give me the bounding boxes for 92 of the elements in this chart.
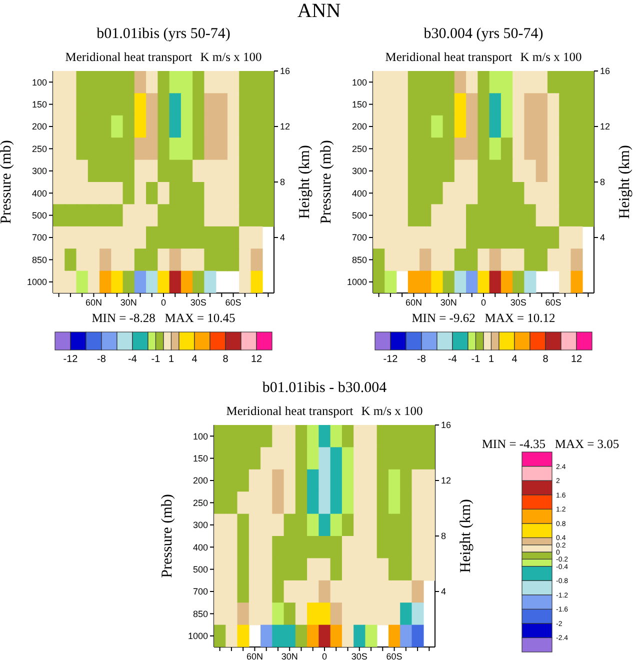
y-tick-label: 150 [32,99,47,110]
color-bar-label: -8 [97,354,106,365]
color-bar-label: 12 [250,354,262,365]
text: K m/s x 100 [361,404,423,418]
x-tick-label: 30S [510,297,526,308]
x-tick-label: 60S [386,651,402,662]
y2-axis-title: Height (km) [457,498,475,575]
text: K m/s x 100 [200,50,262,64]
y-tick-label: 300 [352,166,367,176]
chart-subtitle: Meridional heat transport [65,50,192,64]
y2-tick-label: 16 [441,420,452,430]
y2-tick-label: 16 [600,66,610,76]
y-tick-label: 100 [32,77,47,88]
x-tick-label: 60N [405,297,422,308]
y2-tick-label: 4 [600,232,606,243]
y-tick-label: 400 [352,188,367,198]
y-tick-label: 250 [32,144,47,154]
x-tick-label: 60S [545,297,562,308]
y-tick-label: 850 [352,254,367,265]
x-tick-label: 30S [190,297,206,308]
y-tick-label: 150 [352,99,367,110]
chart-subtitle: Meridional heat transport [385,50,512,64]
chart-subtitle: Meridional heat transport [226,404,354,418]
y2-tick-label: 8 [280,177,286,188]
y-tick-label: 500 [352,210,367,220]
color-bar-label: 8 [222,354,229,365]
y2-tick-label: 12 [441,476,452,486]
text: MIN = -8.28 MAX = 10.45 [90,311,236,326]
y-tick-label: 300 [192,520,208,530]
color-bar-label: 1 [488,354,494,365]
y-axis-title: Pressure (mb) [318,140,334,224]
y-tick-label: 1000 [346,277,367,288]
x-tick-label: 30S [351,651,368,662]
y-tick-label: 700 [352,232,367,243]
y-tick-label: 200 [352,122,367,132]
y-tick-label: 1000 [188,631,208,642]
y2-tick-label: 4 [441,586,446,597]
chart-title: b01.01ibis - b30.004 [261,380,388,397]
chart-title: b01.01ibis (yrs 50-74) [96,26,232,43]
color-bar-label: -8 [417,354,426,365]
color-bar-label: -4 [448,354,458,365]
chart-title: b30.004 (yrs 50-74) [422,26,544,43]
x-tick-label: 60N [85,297,102,308]
y-tick-label: 1000 [26,277,47,288]
y2-tick-label: 12 [600,122,610,132]
color-bar-label: -12 [383,354,398,365]
y-tick-label: 200 [32,122,47,132]
x-tick-label: 60S [225,297,242,308]
y-tick-label: 400 [192,542,208,552]
y2-axis-title: Height (km) [616,144,634,221]
y-tick-label: 700 [192,586,208,597]
color-bar-label: -1 [471,354,481,365]
y-tick-label: 250 [192,498,208,508]
y2-tick-label: 12 [280,122,290,132]
y-tick-label: 150 [192,453,208,464]
y-tick-label: 500 [32,210,47,220]
x-tick-label: 60N [246,651,263,662]
y2-axis-title: Height (km) [296,144,314,221]
y-axis-title: Pressure (mb) [159,494,176,578]
y2-tick-label: 8 [441,531,446,542]
y-tick-label: 400 [32,188,47,198]
y-tick-label: 500 [192,564,208,574]
y2-tick-label: 8 [600,177,606,188]
x-tick-label: 30N [281,651,298,662]
y-tick-label: 300 [32,166,47,176]
y2-tick-label: 16 [280,66,290,76]
y2-tick-label: 4 [280,232,286,243]
text: ANN [296,0,342,23]
y-tick-label: 850 [192,608,208,619]
y-tick-label: 200 [192,476,208,486]
color-bar-label: -12 [63,354,78,365]
y-tick-label: 850 [32,254,47,265]
color-bar-label: 4 [192,354,198,365]
y-tick-label: 250 [352,144,367,154]
x-tick-label: 0 [322,651,328,662]
color-bar-label: 12 [570,354,582,365]
x-tick-label: 0 [160,297,166,308]
y-axis-title: Pressure (mb) [0,140,14,224]
color-bar-label: 1 [168,354,174,365]
y-tick-label: 700 [32,232,47,243]
color-bar-label: 8 [542,354,549,365]
x-tick-label: 30N [440,297,457,308]
x-tick-label: 0 [480,297,486,308]
y-tick-label: 100 [352,77,367,88]
text: MIN = -9.62 MAX = 10.12 [410,311,556,326]
x-tick-label: 30N [120,297,137,308]
color-bar-label: 4 [512,354,518,365]
color-bar-label: -1 [151,354,161,365]
text: K m/s x 100 [520,50,582,64]
y-tick-label: 100 [192,431,208,442]
color-bar-label: -4 [128,354,138,365]
text: MIN = -4.35 MAX = 3.05 [480,437,620,452]
